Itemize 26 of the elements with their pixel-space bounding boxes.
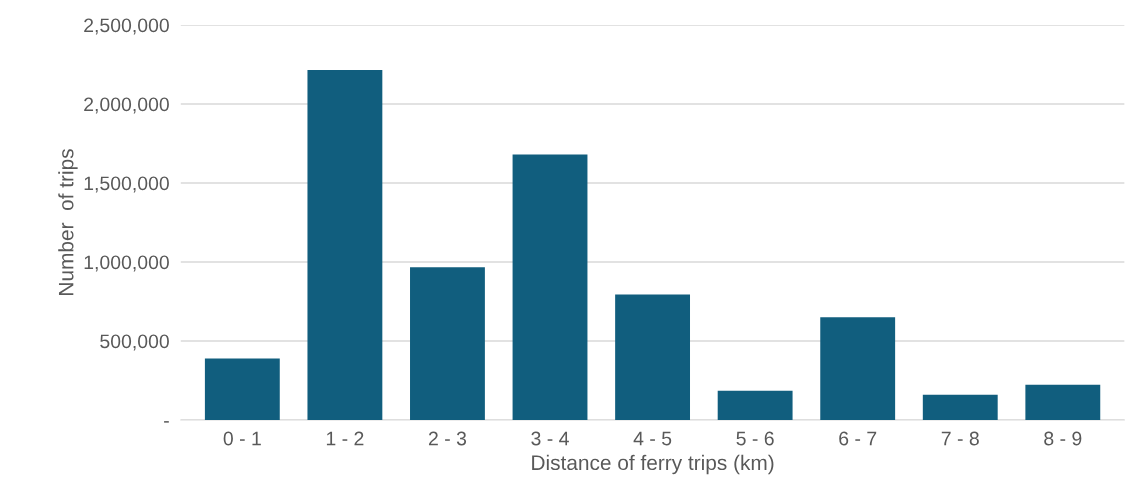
- y-axis-title: Number of trips: [58, 149, 78, 295]
- x-tick-label: 0 - 1: [223, 431, 261, 446]
- bar: [410, 267, 485, 420]
- x-axis-title: Distance of ferry trips (km): [532, 454, 774, 475]
- y-tick-label: 1,500,000: [84, 176, 169, 193]
- y-tick-label: -: [164, 421, 169, 423]
- x-tick-label: 1 - 2: [326, 431, 364, 446]
- bar: [204, 358, 280, 420]
- y-tick-label: 500,000: [100, 334, 169, 351]
- bar: [512, 154, 588, 420]
- x-tick-label: 3 - 4: [531, 431, 569, 446]
- bar: [922, 394, 998, 420]
- x-tick-label: 6 - 7: [839, 431, 877, 446]
- x-tick-label: 8 - 9: [1044, 431, 1082, 446]
- x-tick-label: 4 - 5: [633, 431, 672, 446]
- x-tick-label: 7 - 8: [941, 431, 979, 446]
- bar: [1025, 384, 1101, 420]
- bar: [615, 294, 691, 420]
- bar: [820, 317, 896, 420]
- bar: [307, 70, 383, 420]
- y-tick-label: 2,000,000: [84, 97, 169, 114]
- x-tick-label: 2 - 3: [428, 431, 467, 446]
- y-tick-label: 1,000,000: [84, 255, 169, 272]
- x-tick-label: 5 - 6: [736, 431, 774, 446]
- y-tick-label: 2,500,000: [84, 18, 169, 35]
- bar: [717, 390, 793, 420]
